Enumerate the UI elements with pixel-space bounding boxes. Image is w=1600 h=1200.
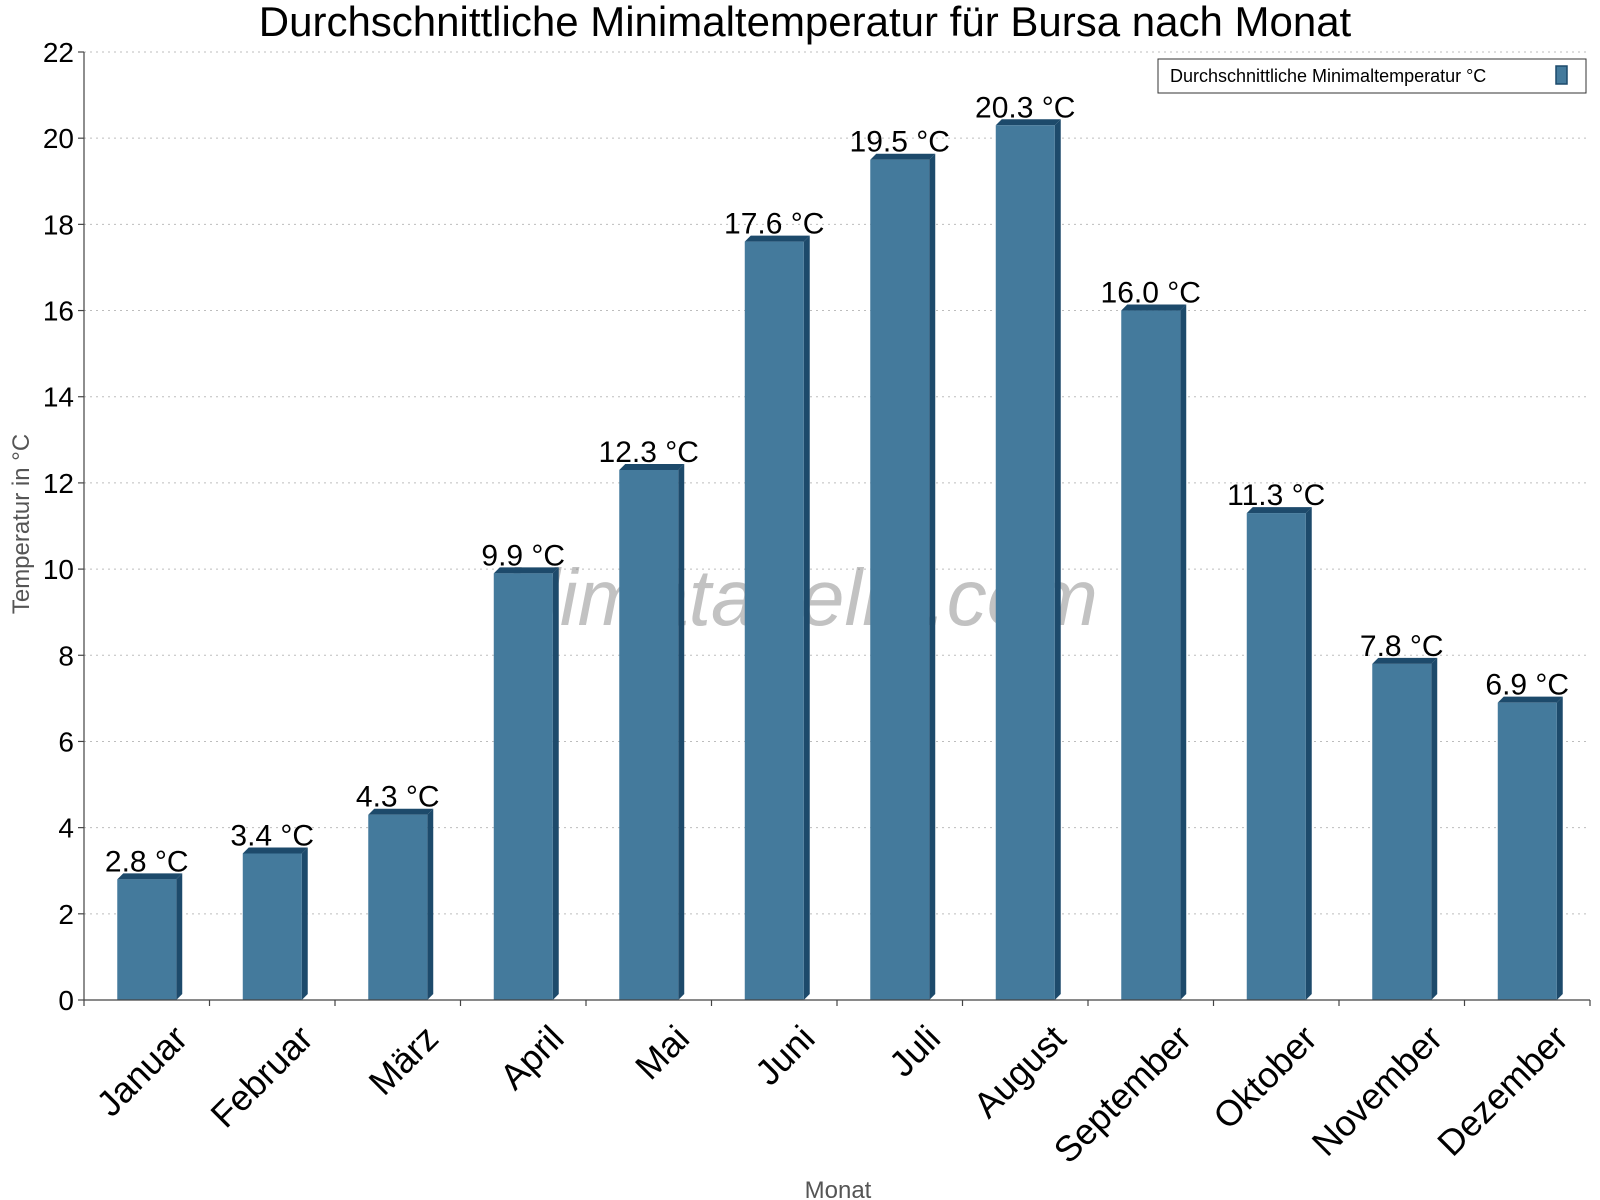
x-tick-label: März [361,1017,447,1103]
y-axis-title: Temperatur in °C [8,434,35,614]
y-tick-label: 14 [43,382,74,413]
y-tick-label: 12 [43,468,74,499]
x-tick-label: November [1304,1017,1450,1163]
chart-title: Durchschnittliche Minimaltemperatur für … [259,0,1352,45]
bar [368,814,428,1000]
bar-side [803,235,810,1001]
bar [1497,702,1557,1000]
data-label: 17.6 °C [724,208,824,241]
data-label: 7.8 °C [1360,630,1444,663]
x-tick-label: Juli [881,1017,948,1084]
x-tick-label: Juni [747,1017,823,1093]
bar-side [1180,304,1187,1001]
bar-group [1372,657,1438,1000]
y-tick-label: 4 [58,813,74,844]
bar-top [1372,657,1438,664]
bar-group [995,119,1061,1001]
bar-group [242,847,308,1000]
data-label: 4.3 °C [356,781,440,814]
bar-top [619,463,685,470]
bar-top [1121,304,1187,311]
bar-top [368,808,434,815]
data-label: 6.9 °C [1485,669,1569,702]
x-ticks: Januar Februar März April Mai Juni Juli AugustS… [83,1000,1591,1171]
bar-group [368,808,434,1000]
bar [117,879,177,1000]
bars [117,119,1563,1001]
x-tick-label: Februar [202,1017,320,1135]
bar-side [1556,696,1563,1000]
data-label: 2.8 °C [105,845,189,878]
legend-label: Durchschnittliche Minimaltemperatur °C [1170,66,1486,86]
bar-side [301,847,308,1000]
bar [995,125,1055,1001]
y-tick-label: 0 [58,985,74,1016]
x-tick-label: Oktober [1205,1017,1325,1137]
x-tick-label: April [492,1017,572,1097]
bar-top [1497,696,1563,703]
bar-side [929,153,936,1000]
y-tick-label: 18 [43,209,74,240]
bar-side [678,463,685,1000]
bar [1121,310,1181,1001]
bar-side [552,567,559,1000]
bar [1372,663,1432,1000]
bar-side [176,873,183,1000]
bar-group [619,463,685,1000]
bar-side [427,808,434,1000]
y-tick-label: 2 [58,899,74,930]
legend-box [1157,58,1587,94]
data-label: 20.3 °C [975,91,1075,124]
data-label: 16.0 °C [1101,277,1201,310]
x-axis-title: Monat [805,1177,872,1200]
x-tick-label: Mai [627,1017,697,1087]
bar-side [1054,119,1061,1001]
bar [619,469,679,1000]
data-label: 12.3 °C [599,436,699,469]
bar-group [870,153,936,1000]
bar-top [744,235,810,242]
y-tick-label: 20 [43,123,74,154]
bar-group [117,873,183,1000]
grid-lines [84,51,1590,915]
bar-top [870,153,936,160]
bar [870,159,930,1000]
bar-group [1497,696,1563,1000]
y-ticks: 0 2 4 6 8 10 12 14 16 18 20 22 [43,37,84,1016]
bar-group [744,235,810,1001]
bar [744,241,804,1001]
y-tick-label: 10 [43,554,74,585]
legend: Durchschnittliche Minimaltemperatur °C [1157,58,1587,94]
bar-top [995,119,1061,126]
bar [1246,513,1306,1000]
bar-top [242,847,308,854]
bar-group [1246,507,1312,1000]
bar-side [1305,507,1312,1000]
bar-top [493,567,559,574]
axes [83,52,1590,1001]
data-label: 11.3 °C [1227,479,1325,512]
y-tick-label: 16 [43,296,74,327]
x-tick-label: September [1046,1017,1200,1171]
bar-group [1121,304,1187,1001]
y-tick-label: 6 [58,726,74,757]
bar-top [1246,507,1312,514]
bar-group [493,567,559,1000]
data-label: 9.9 °C [481,539,565,572]
bar [493,573,553,1000]
y-tick-label: 22 [43,37,74,68]
data-label: 3.4 °C [230,819,314,852]
bar-top [117,873,183,880]
bar [242,853,302,1000]
x-tick-label: August [965,1017,1073,1125]
data-label: 19.5 °C [850,126,950,159]
data-labels: 2.8 °C 3.4 °C 4.3 °C 9.9 °C 12.3 °C 17.6 °C 19… [105,91,1569,878]
x-tick-label: Januar [88,1017,195,1124]
bar-side [1431,657,1438,1000]
legend-swatch [1555,65,1568,85]
y-tick-label: 8 [58,640,74,671]
x-tick-label: Dezember [1429,1017,1575,1163]
